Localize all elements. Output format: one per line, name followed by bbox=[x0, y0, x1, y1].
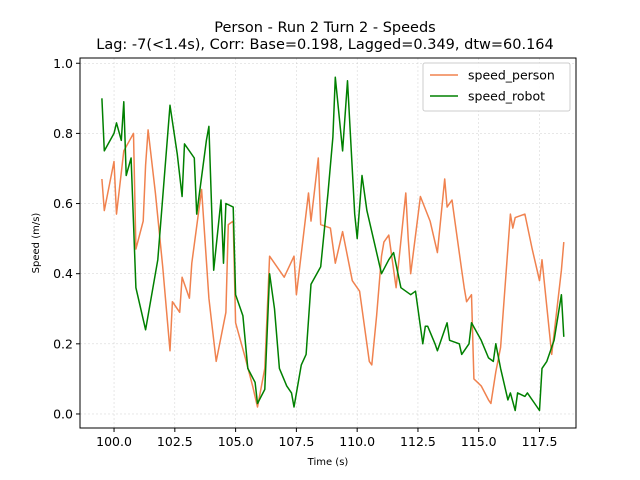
chart-title: Person - Run 2 Turn 2 - Speeds bbox=[214, 20, 435, 36]
legend: speed_person speed_robot bbox=[422, 62, 571, 112]
y-tick-label: 1.0 bbox=[53, 56, 73, 71]
y-axis: 0.0 0.2 0.4 0.6 0.8 1.0 bbox=[53, 56, 80, 421]
grid-lines bbox=[80, 58, 576, 428]
y-tick-label: 0.8 bbox=[53, 126, 73, 141]
x-tick-label: 110.0 bbox=[339, 434, 375, 449]
x-tick-label: 107.5 bbox=[278, 434, 314, 449]
series-line-speed-robot bbox=[101, 76, 565, 412]
x-axis: 100.0 102.5 105.0 107.5 110.0 112.5 115.0 117.5 bbox=[96, 428, 557, 449]
legend-box bbox=[422, 62, 571, 112]
y-tick-label: 0.2 bbox=[53, 336, 73, 351]
x-tick-label: 102.5 bbox=[157, 434, 193, 449]
series-lines bbox=[101, 76, 565, 412]
chart-subtitle: Lag: -7(<1.4s), Corr: Base=0.198, Lagged… bbox=[96, 37, 554, 53]
x-tick-label: 115.0 bbox=[461, 434, 497, 449]
y-tick-label: 0.6 bbox=[53, 196, 73, 211]
legend-label-speed-person: speed_person bbox=[468, 68, 555, 83]
x-tick-label: 117.5 bbox=[522, 434, 558, 449]
x-tick-label: 105.0 bbox=[218, 434, 254, 449]
y-axis-label: Speed (m/s) bbox=[31, 213, 42, 274]
plot-area-frame bbox=[79, 57, 577, 429]
x-tick-label: 112.5 bbox=[400, 434, 436, 449]
x-axis-label: Time (s) bbox=[307, 457, 349, 468]
series-line-speed-person bbox=[101, 129, 565, 408]
y-tick-label: 0.0 bbox=[53, 406, 73, 421]
y-tick-label: 0.4 bbox=[53, 266, 73, 281]
x-tick-label: 100.0 bbox=[96, 434, 132, 449]
legend-label-speed-robot: speed_robot bbox=[468, 89, 545, 104]
